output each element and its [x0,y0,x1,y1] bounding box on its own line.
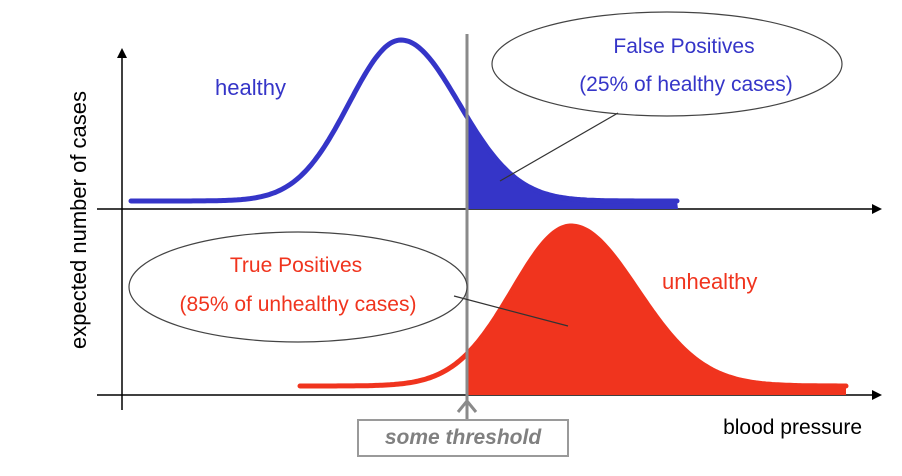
true-positives-area [467,226,846,395]
threshold-label: some threshold [384,426,542,449]
unhealthy-label: unhealthy [662,269,757,294]
false-positives-area [467,116,678,209]
false-positives-pointer [499,112,619,182]
x-axis-label: blood pressure [723,416,862,439]
y-axis-label: expected number of cases [66,91,91,349]
false-positives-title: False Positives [613,35,754,58]
threshold-label-box: some threshold [357,419,569,457]
false-positives-callout [491,11,843,117]
true-positives-pointer [453,295,569,327]
healthy-label: healthy [215,75,286,100]
healthy-curve [128,37,680,204]
true-positives-title: True Positives [230,254,362,277]
unhealthy-curve [297,223,849,389]
false-positives-detail: (25% of healthy cases) [579,73,793,96]
true-positives-detail: (85% of unhealthy cases) [180,293,417,316]
true-positives-callout [128,231,468,343]
